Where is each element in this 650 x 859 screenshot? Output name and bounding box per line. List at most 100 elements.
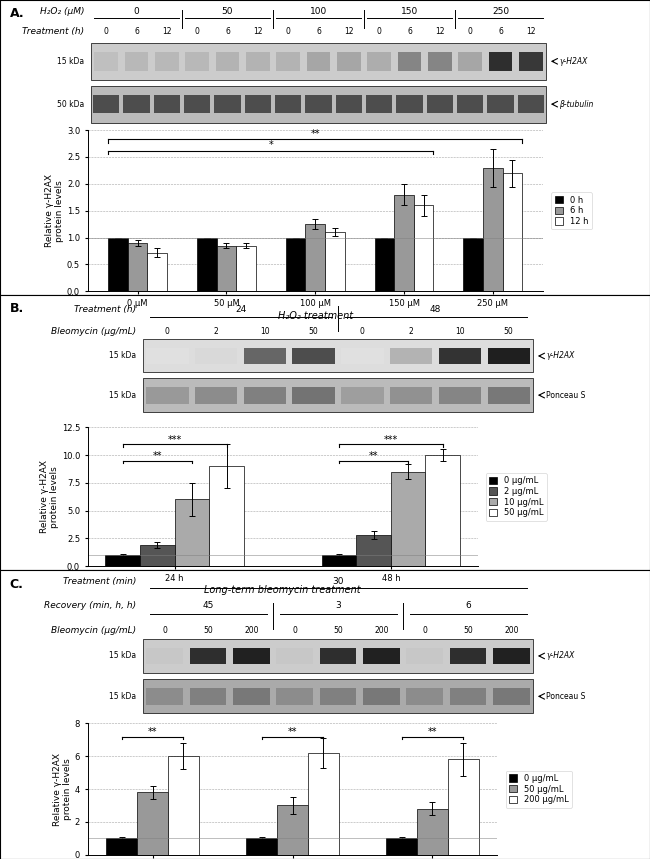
Text: 2: 2 <box>409 327 413 336</box>
Bar <box>292 348 335 364</box>
Bar <box>105 555 140 566</box>
Bar <box>306 95 332 113</box>
Bar <box>390 387 432 404</box>
X-axis label: Long-term bleomycin treatment: Long-term bleomycin treatment <box>205 586 361 595</box>
Text: 10: 10 <box>260 327 270 336</box>
Text: 0: 0 <box>468 27 473 35</box>
Bar <box>143 339 533 373</box>
Bar <box>417 808 448 855</box>
Bar <box>276 688 313 704</box>
Bar <box>107 838 137 855</box>
Bar <box>244 387 286 404</box>
Bar <box>195 387 237 404</box>
Bar <box>306 224 325 291</box>
Bar <box>233 648 270 664</box>
Bar <box>153 95 180 113</box>
Text: 50: 50 <box>463 626 473 636</box>
Text: 0: 0 <box>195 27 200 35</box>
Bar <box>94 52 118 70</box>
Bar <box>325 232 344 291</box>
Legend: 0 μg/mL, 50 μg/mL, 200 μg/mL: 0 μg/mL, 50 μg/mL, 200 μg/mL <box>506 771 572 807</box>
Text: 0: 0 <box>134 8 139 16</box>
Bar <box>216 52 239 70</box>
Bar <box>363 688 400 704</box>
Text: **: ** <box>288 728 297 737</box>
Text: 0: 0 <box>162 626 167 636</box>
Bar <box>322 555 356 566</box>
Bar <box>277 806 308 855</box>
Bar <box>246 838 277 855</box>
Text: 0: 0 <box>360 327 365 336</box>
Bar <box>175 499 209 566</box>
Bar <box>143 639 533 673</box>
Text: 15 kDa: 15 kDa <box>109 351 136 361</box>
Bar <box>140 545 175 566</box>
Bar <box>519 52 543 70</box>
Bar <box>488 95 514 113</box>
Text: 0: 0 <box>422 626 427 636</box>
Bar <box>488 387 530 404</box>
Bar <box>366 95 393 113</box>
Text: 15 kDa: 15 kDa <box>109 391 136 399</box>
Bar <box>146 688 183 704</box>
Bar <box>450 648 486 664</box>
Text: 15 kDa: 15 kDa <box>57 57 84 66</box>
Bar <box>286 238 306 291</box>
Text: γ-H2AX: γ-H2AX <box>559 57 588 66</box>
Text: H₂O₂ (μM): H₂O₂ (μM) <box>40 8 84 16</box>
Text: 6: 6 <box>316 27 321 35</box>
Bar <box>489 52 512 70</box>
Bar <box>216 246 236 291</box>
Bar <box>93 95 120 113</box>
Bar <box>493 648 530 664</box>
Bar <box>155 52 179 70</box>
Text: ***: *** <box>384 435 398 445</box>
Text: **: ** <box>148 728 157 737</box>
Bar <box>374 238 395 291</box>
Text: **: ** <box>369 452 378 461</box>
Text: 12: 12 <box>253 27 263 35</box>
Bar <box>209 466 244 566</box>
Bar <box>146 648 183 664</box>
Text: 0: 0 <box>286 27 291 35</box>
Bar <box>337 52 361 70</box>
Bar <box>91 43 546 80</box>
Bar <box>143 679 533 713</box>
Bar <box>143 378 533 412</box>
Bar <box>307 52 330 70</box>
Bar <box>190 688 226 704</box>
Bar <box>398 52 421 70</box>
Bar <box>439 387 481 404</box>
Bar <box>109 238 128 291</box>
Text: 15 kDa: 15 kDa <box>109 691 136 701</box>
Text: **: ** <box>153 452 162 461</box>
Bar <box>517 95 544 113</box>
Bar <box>363 648 400 664</box>
Bar <box>190 648 226 664</box>
Bar <box>168 756 199 855</box>
Text: γ-H2AX: γ-H2AX <box>546 351 575 361</box>
Bar <box>396 95 422 113</box>
Text: 12: 12 <box>344 27 354 35</box>
Text: Recovery (min, h, h): Recovery (min, h, h) <box>44 601 136 611</box>
Text: 200: 200 <box>504 626 519 636</box>
Text: 12: 12 <box>435 27 445 35</box>
Text: 48: 48 <box>430 305 441 314</box>
Text: 50: 50 <box>309 327 318 336</box>
Bar <box>488 348 530 364</box>
Text: 0: 0 <box>292 626 297 636</box>
Bar <box>390 348 432 364</box>
Text: ***: *** <box>168 435 182 445</box>
Text: 0: 0 <box>104 27 109 35</box>
Bar <box>426 95 453 113</box>
Bar <box>276 52 300 70</box>
Y-axis label: Relative γ-H2AX
protein levels: Relative γ-H2AX protein levels <box>40 460 59 533</box>
Bar <box>502 174 522 291</box>
Text: B.: B. <box>10 302 24 315</box>
Bar <box>184 95 211 113</box>
Text: Bleomycin (μg/mL): Bleomycin (μg/mL) <box>51 626 136 636</box>
Bar <box>406 688 443 704</box>
Bar <box>197 238 216 291</box>
Bar <box>458 52 482 70</box>
Y-axis label: Relative γ-H2AX
protein levels: Relative γ-H2AX protein levels <box>53 752 72 825</box>
